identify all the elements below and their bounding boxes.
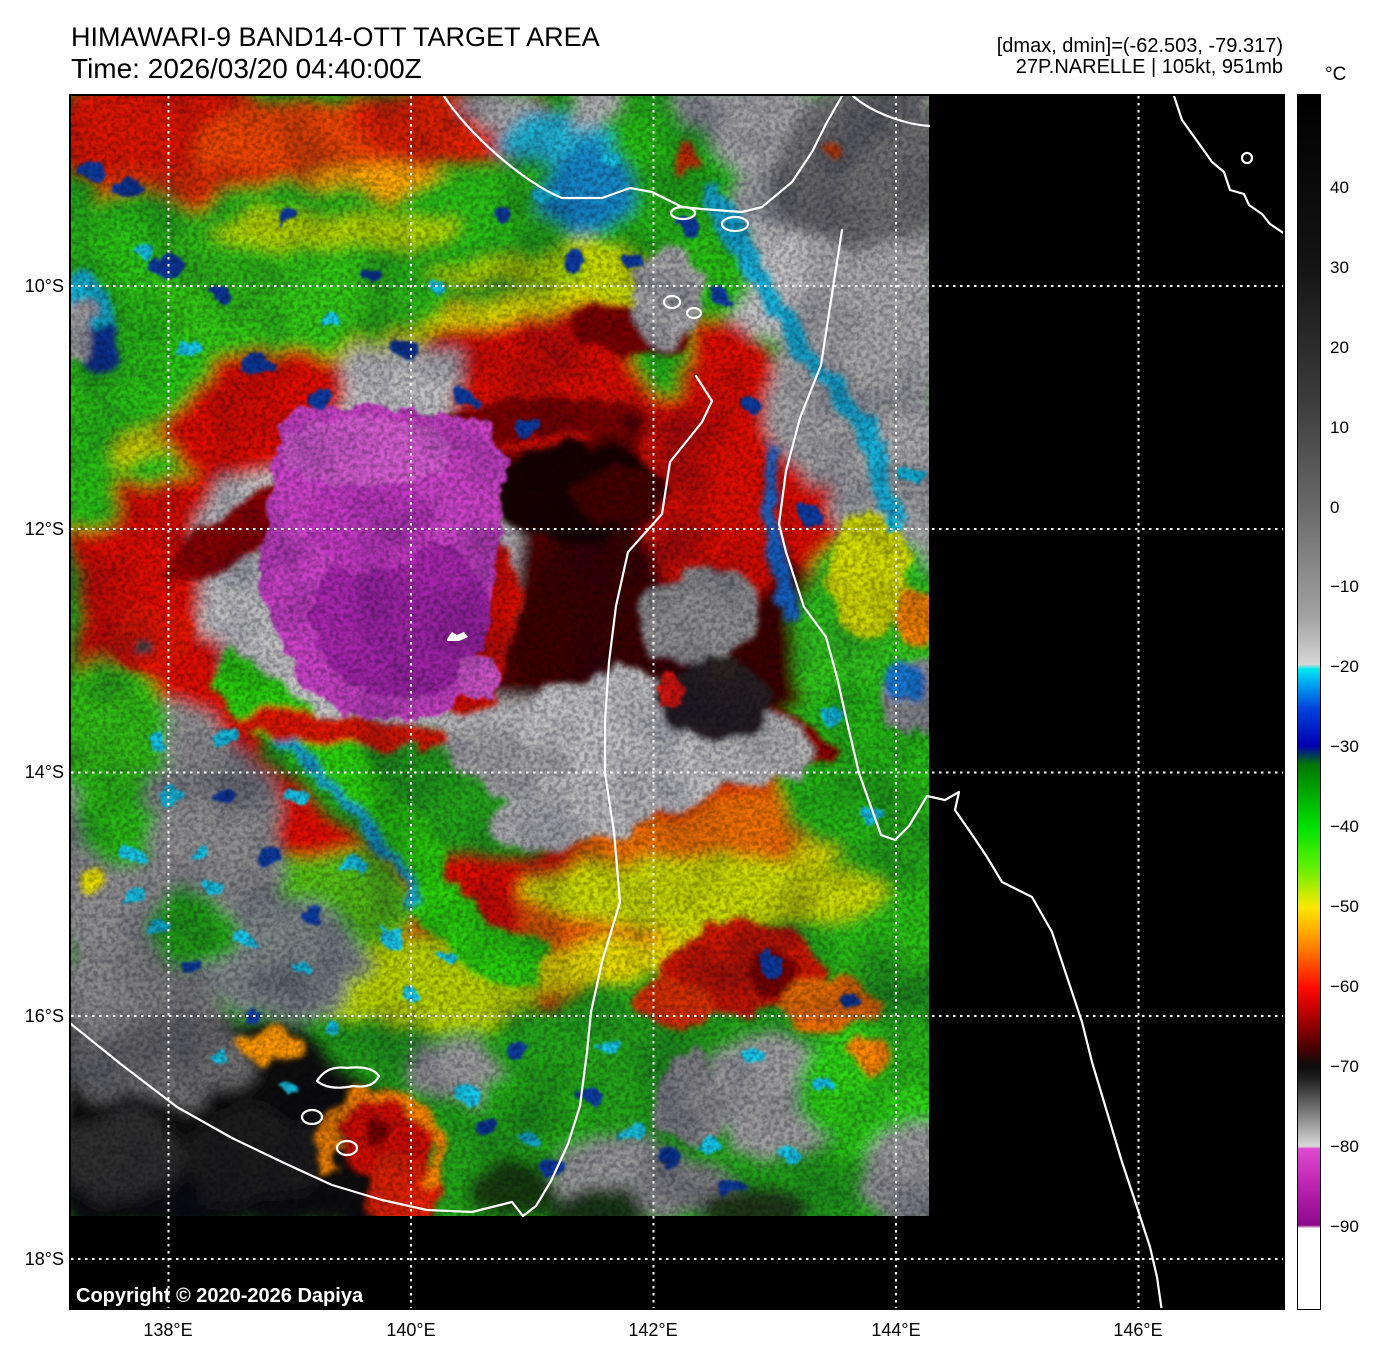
svg-text:Copyright © 2020-2026 Dapiya: Copyright © 2020-2026 Dapiya [76, 1285, 364, 1307]
